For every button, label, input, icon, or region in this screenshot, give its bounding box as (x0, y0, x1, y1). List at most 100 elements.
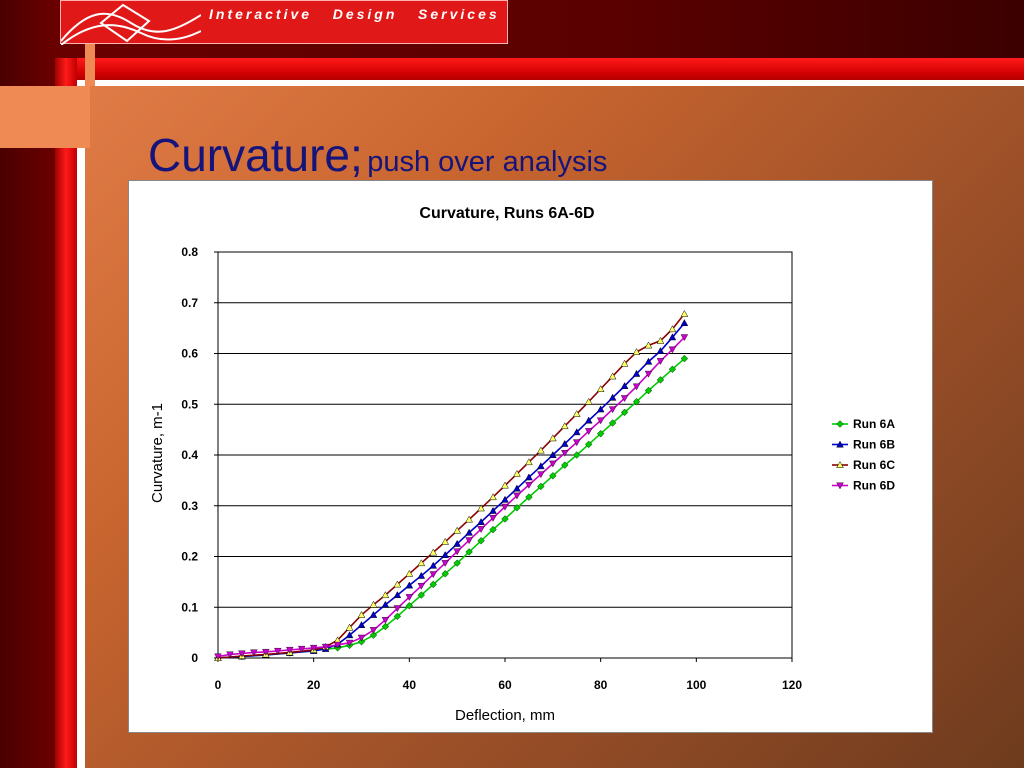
data-point-run-6b (405, 581, 414, 589)
y-tick-label: 0.6 (181, 347, 198, 361)
series-run-6d (214, 334, 689, 661)
data-point-run-6d (393, 605, 402, 613)
white-frame-horizontal (80, 80, 1024, 86)
orange-accent-stub (85, 44, 95, 86)
series-run-6c (214, 310, 689, 661)
slide-title-sub: push over analysis (367, 146, 608, 178)
data-point-run-6d (620, 395, 629, 402)
data-point-run-6d (465, 537, 473, 545)
legend-marker (836, 461, 844, 468)
data-point-run-6a (489, 525, 497, 534)
data-point-run-6b (393, 591, 402, 599)
data-point-run-6d (381, 617, 390, 624)
data-point-run-6d (357, 634, 366, 642)
y-tick-label: 0.5 (181, 397, 198, 411)
data-point-run-6b (596, 405, 605, 413)
data-point-run-6c (632, 348, 641, 355)
data-point-run-6a (620, 408, 629, 417)
data-point-run-6b (680, 319, 689, 327)
data-point-run-6c (417, 559, 426, 567)
chart-legend: Run 6A Run 6B Run 6C Run 6D (832, 417, 895, 493)
data-point-run-6c (560, 422, 569, 430)
data-point-run-6b (477, 518, 485, 525)
data-point-run-6c (680, 310, 689, 317)
data-point-run-6c (549, 434, 557, 442)
data-point-run-6a (596, 430, 605, 438)
x-tick-label: 100 (686, 678, 706, 692)
data-point-run-6d (584, 428, 593, 435)
data-point-run-6d (453, 548, 461, 556)
data-point-run-6a (429, 580, 437, 589)
data-point-run-6b (357, 621, 366, 628)
data-point-run-6b (656, 347, 665, 354)
data-point-run-6d (226, 651, 234, 659)
data-point-run-6c (393, 580, 402, 588)
data-point-run-6b (608, 393, 617, 401)
data-point-run-6c (668, 325, 677, 333)
data-point-run-6a (477, 537, 485, 545)
data-point-run-6d (561, 450, 569, 457)
series-line-run-6d (217, 336, 685, 658)
legend-item-run-6c: Run 6C (832, 458, 895, 472)
y-tick-label: 0.4 (181, 448, 198, 462)
red-frame-horizontal (55, 58, 1024, 84)
data-point-run-6d (250, 649, 258, 657)
data-point-run-6c (644, 341, 653, 349)
data-point-run-6d (680, 334, 689, 342)
y-tick-label: 0 (191, 651, 198, 665)
data-point-run-6c (441, 537, 450, 545)
x-tick-label: 80 (594, 678, 608, 692)
data-point-run-6d (238, 650, 246, 658)
data-point-run-6d (345, 639, 354, 647)
data-point-run-6b (525, 473, 533, 481)
slide-title-main: Curvature; (148, 129, 363, 181)
data-point-run-6d (549, 460, 557, 468)
data-point-run-6a (417, 591, 425, 599)
data-point-run-6a (573, 451, 581, 459)
legend-label: Run 6B (853, 438, 895, 452)
data-point-run-6a (608, 419, 617, 427)
data-point-run-6c (620, 359, 629, 367)
x-axis-ticks: 0 20 40 60 80 100 120 (215, 658, 802, 692)
red-frame-vertical (55, 58, 77, 768)
data-point-run-6b (668, 333, 677, 341)
data-point-run-6b (501, 495, 509, 503)
data-point-run-6c (345, 623, 354, 631)
data-point-run-6a (537, 482, 545, 491)
data-point-run-6d (417, 583, 426, 590)
data-point-run-6d (429, 571, 437, 579)
data-point-run-6b (644, 357, 653, 365)
data-point-run-6c (381, 591, 390, 599)
data-point-run-6a (561, 461, 569, 469)
data-point-run-6d (286, 646, 294, 654)
data-point-run-6d (525, 482, 533, 489)
data-point-run-6b (441, 551, 450, 558)
data-point-run-6b (632, 369, 641, 377)
data-point-run-6c (489, 493, 497, 501)
y-axis-label: Curvature, m-1 (149, 403, 166, 503)
data-point-run-6a (668, 365, 677, 373)
data-point-run-6b (417, 571, 426, 579)
data-point-run-6d (513, 492, 521, 500)
data-point-run-6d (668, 346, 677, 354)
data-point-run-6b (549, 451, 557, 458)
data-point-run-6c (537, 446, 545, 454)
data-point-run-6a (393, 612, 402, 621)
company-logo-bar: Interactive Design Services (60, 0, 508, 45)
data-point-run-6c (465, 515, 473, 523)
data-point-run-6d (262, 648, 270, 656)
x-axis-label: Deflection, mm (455, 707, 555, 724)
data-point-run-6d (333, 641, 342, 649)
x-tick-label: 120 (782, 678, 802, 692)
slide-title: Curvature; push over analysis (148, 128, 607, 182)
legend-label: Run 6D (853, 479, 895, 493)
data-point-run-6b (453, 539, 461, 547)
data-point-run-6b (560, 439, 569, 447)
legend-item-run-6b: Run 6B (832, 438, 895, 452)
y-tick-label: 0.2 (181, 550, 198, 564)
y-tick-label: 0.3 (181, 499, 198, 513)
data-point-run-6a (465, 548, 473, 556)
data-point-run-6b (429, 561, 438, 569)
y-tick-label: 0.8 (181, 245, 198, 259)
data-point-run-6c (501, 481, 509, 489)
